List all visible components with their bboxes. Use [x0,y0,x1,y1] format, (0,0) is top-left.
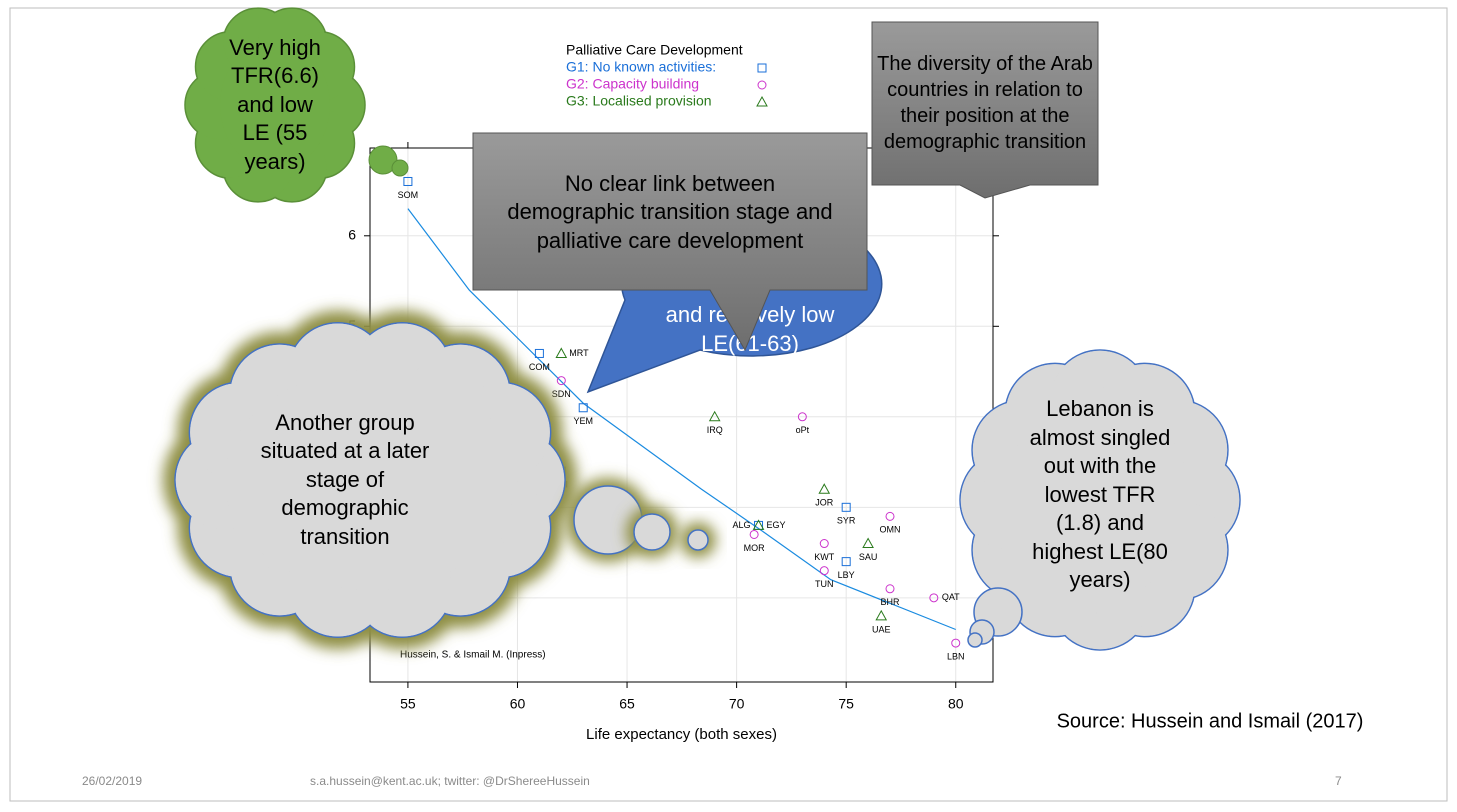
point-label: COM [529,362,550,372]
point-label: SDN [552,389,571,399]
x-tick-label: 75 [838,696,854,712]
point-label: KWT [814,552,834,562]
callout-box: The diversity of the Arab countries in r… [877,52,1093,153]
slide-border [9,7,1448,802]
data-point [578,403,588,413]
data-point [749,529,759,539]
point-label: SAU [859,552,878,562]
trend-line [407,208,956,631]
cloud-callout [959,349,1241,651]
cloud-puff [967,632,983,648]
cloud-callout [184,7,409,203]
point-label: YEM [573,416,593,426]
callout-box [472,132,868,352]
x-tick-label: 80 [948,696,964,712]
point-label: TUN [815,579,834,589]
data-point [752,519,765,530]
source: Source: Hussein and Ismail (2017) [1057,710,1364,732]
data-point [875,609,888,621]
data-point [556,376,566,386]
callout-text: Very high TFR(6.6) and low LE (55 years) [229,34,321,174]
data-point [708,410,721,422]
cloud-puff [687,529,709,551]
x-tick-label: 60 [510,696,526,712]
legend-label: G1: No known activities: [566,59,716,75]
point-label: MOR [744,543,765,553]
data-point [818,483,831,494]
data-point [555,347,568,358]
cloud-body [1010,400,1190,600]
point-label: MRT [569,348,589,358]
x-tick-label: 55 [400,696,416,712]
data-point [797,412,807,422]
callout-text: No clear link between demographic transi… [507,170,833,253]
point-label: ALG [733,520,751,530]
x-tick-label: 65 [619,696,635,712]
x-tick-label: 70 [729,696,745,712]
callout-box [871,21,1099,199]
point-label: JOR [815,498,834,508]
point-label: LBY [838,570,855,580]
cloud-puff [391,159,409,177]
callout-box: Lebanon is almost singled out with the l… [1029,395,1171,593]
cloud-callout [163,310,716,650]
cloud-puff [368,145,398,175]
point-label: oPt [796,425,810,435]
legend-title: Palliative Care Development [566,42,743,58]
data-point [819,566,829,576]
callout-text: Another group situated at a later stage … [260,409,430,549]
data-point [885,511,895,521]
page-number: 7 [1335,774,1342,788]
point-label: LBN [947,651,965,661]
cloud-puff [633,513,671,551]
legend-marker [756,95,768,107]
data-point [841,557,851,567]
legend-label: G3: Localised provision [566,93,712,109]
data-point [862,537,874,549]
point-label: SOM [398,190,419,200]
data-point [951,638,961,648]
point-label: OMN [880,525,901,535]
point-label: IRQ [707,425,723,435]
footer-contact: s.a.hussein@kent.ac.uk; twitter: @DrSher… [310,774,590,788]
annotation: Hussein, S. & Ismail M. (Inpress) [400,650,546,661]
point-label: BHR [880,597,900,607]
legend-label: G2: Capacity building [566,76,699,92]
y-tick-label: 6 [348,226,356,242]
data-point [819,539,829,549]
legend-marker [757,80,767,90]
data-point [403,176,413,186]
cloud-body [225,370,515,590]
x-axis-label: Life expectancy (both sexes) [586,726,777,743]
callout-box: Very high TFR(6.6) and low LE (55 years) [229,34,321,174]
legend-marker [757,63,767,73]
callout-box: Another group situated at a later stage … [260,409,430,549]
data-point [929,593,939,603]
data-point [885,584,895,594]
point-label: QAT [942,592,960,602]
cloud-body [220,40,330,170]
data-point [534,348,544,358]
callout-text: Lebanon is almost singled out with the l… [1029,395,1171,593]
data-point [841,502,851,512]
footer-date: 26/02/2019 [82,774,142,788]
callout-box: No clear link between demographic transi… [507,170,833,253]
callout-text: The diversity of the Arab countries in r… [877,52,1093,153]
point-label: UAE [872,624,891,634]
point-label: SYR [837,516,856,526]
point-label: EGY [767,520,786,530]
